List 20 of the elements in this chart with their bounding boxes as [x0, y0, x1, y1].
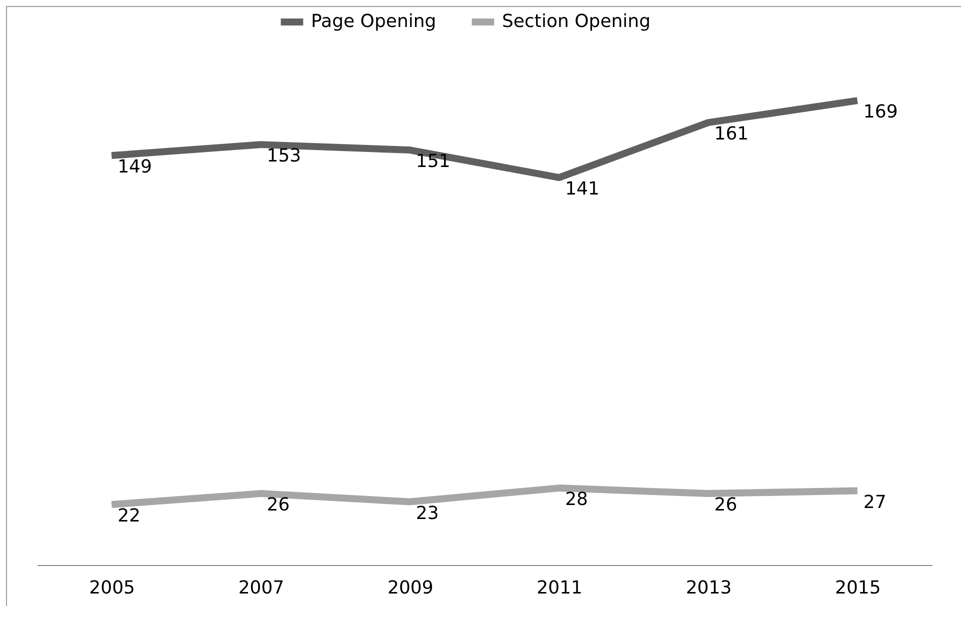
data-label: 153 [266, 146, 302, 167]
x-tick-label: 2011 [536, 578, 582, 598]
data-label: 28 [565, 489, 588, 510]
data-label: 22 [118, 506, 140, 527]
data-label: 26 [714, 494, 738, 516]
data-label: 149 [118, 156, 152, 178]
data-label: 23 [416, 502, 439, 524]
data-label: 141 [565, 178, 600, 200]
x-tick-label: 2015 [835, 578, 881, 598]
x-tick-label: 2009 [388, 578, 434, 598]
data-label: 27 [863, 492, 886, 513]
x-tick-label: 2005 [89, 578, 135, 598]
x-tick-label: 2013 [686, 578, 732, 598]
data-label: 169 [863, 102, 898, 123]
data-label: 161 [714, 124, 749, 145]
x-tick-label: 2007 [238, 578, 284, 598]
legend-label: Page Opening [311, 11, 436, 32]
data-label: 26 [266, 494, 290, 516]
data-label: 151 [416, 151, 450, 172]
legend-label: Section Opening [502, 11, 651, 32]
